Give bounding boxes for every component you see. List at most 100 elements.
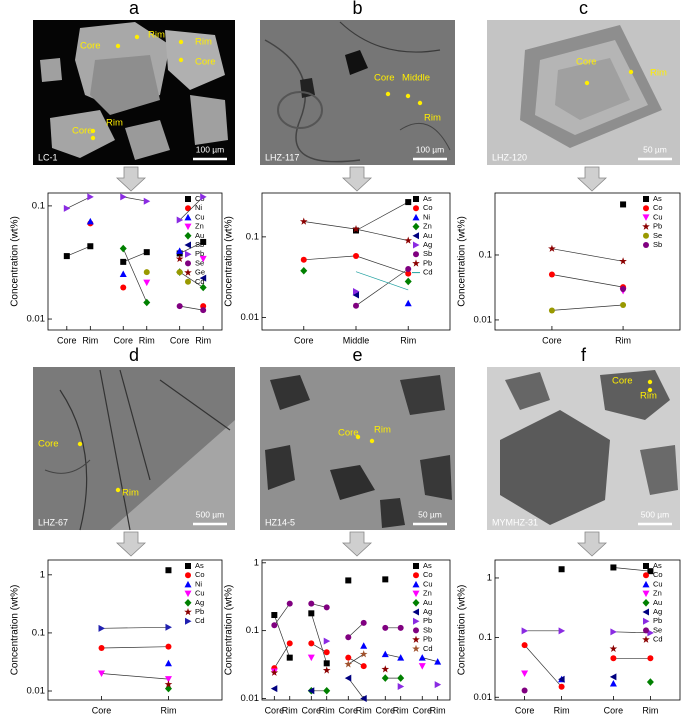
spot-label: Rim — [195, 37, 212, 48]
marker — [63, 204, 71, 212]
marker — [413, 241, 420, 249]
spot-label: Rim — [106, 118, 123, 129]
legend-label: Pb — [653, 222, 662, 231]
marker — [307, 654, 315, 662]
legend-label: Ge — [195, 268, 205, 277]
spot-label: Core — [374, 73, 395, 84]
marker — [271, 622, 278, 629]
marker — [185, 260, 191, 267]
marker — [413, 572, 419, 579]
legend-label: Co — [423, 570, 433, 579]
marker — [642, 635, 650, 643]
legend-label: Se — [195, 258, 204, 267]
marker — [200, 193, 207, 201]
legend-label: Ni — [195, 203, 202, 212]
marker — [176, 216, 184, 224]
marker — [405, 265, 412, 272]
marker — [548, 271, 555, 278]
sample-name: MYMHZ-31 — [492, 517, 538, 527]
y-tick-label: 0.01 — [27, 314, 46, 325]
series-line — [274, 579, 385, 663]
marker — [404, 277, 412, 286]
marker — [184, 232, 192, 240]
y-axis-label: Concentration (wt%) — [457, 585, 468, 676]
legend-label: Cu — [653, 579, 663, 588]
marker — [200, 307, 207, 314]
marker — [143, 279, 151, 287]
legend-label: Ni — [195, 579, 202, 588]
marker — [434, 681, 442, 689]
legend-label: Pb — [423, 635, 432, 644]
series-line — [385, 653, 438, 662]
legend-label: Pb — [423, 616, 432, 625]
marker — [184, 580, 192, 588]
legend-label: Zn — [423, 222, 432, 231]
x-tick-label: Rim — [642, 705, 658, 715]
marker — [418, 663, 426, 670]
x-tick-label: Rim — [319, 705, 335, 715]
x-tick-label: Core — [92, 705, 112, 715]
legend-label: Sb — [653, 240, 662, 249]
sample-name: LHZ-67 — [38, 517, 68, 527]
marker — [642, 608, 649, 616]
y-axis-label: Concentration (wt%) — [10, 216, 21, 307]
marker — [397, 674, 405, 682]
spot-label: Rim — [424, 113, 441, 124]
y-tick-label: 1 — [254, 557, 259, 568]
legend-label: Cd — [195, 277, 205, 286]
spot — [385, 91, 391, 97]
marker — [176, 303, 183, 310]
marker — [359, 650, 368, 658]
marker — [642, 222, 650, 230]
marker — [184, 590, 192, 598]
marker — [120, 284, 127, 291]
marker — [87, 243, 94, 250]
marker — [308, 640, 315, 647]
marker — [185, 617, 192, 625]
marker — [643, 196, 649, 202]
marker — [643, 242, 649, 248]
spot — [178, 39, 184, 45]
series-line — [101, 673, 169, 680]
marker — [397, 654, 405, 661]
y-tick-label: 1 — [40, 569, 45, 580]
marker — [360, 663, 367, 670]
marker — [323, 649, 330, 656]
marker — [412, 644, 420, 653]
spot — [90, 128, 96, 134]
spot-label: Core — [612, 376, 633, 387]
marker — [184, 608, 192, 616]
marker — [610, 655, 617, 662]
x-tick-label: Rim — [430, 705, 446, 715]
marker — [323, 660, 330, 667]
image-f — [487, 367, 680, 530]
series-line — [355, 201, 409, 231]
marker — [413, 205, 419, 212]
marker — [413, 617, 420, 625]
marker — [353, 288, 360, 296]
marker — [345, 577, 352, 584]
y-tick-label: 0.1 — [479, 632, 492, 643]
marker — [521, 642, 528, 649]
marker — [119, 244, 127, 253]
legend-label: Ag — [423, 607, 432, 616]
marker — [165, 643, 172, 650]
legend-label: As — [653, 561, 662, 570]
marker — [643, 232, 649, 239]
spot — [115, 487, 121, 493]
marker — [643, 205, 649, 212]
marker — [620, 301, 627, 308]
plot-frame — [494, 559, 681, 701]
marker — [412, 232, 419, 240]
scale-label: 500 µm — [641, 509, 670, 519]
panel-letter: d — [129, 345, 139, 365]
legend-label: Co — [195, 194, 205, 203]
legend-label: Co — [423, 203, 433, 212]
marker — [300, 266, 308, 275]
marker — [322, 666, 331, 674]
legend-label: Au — [653, 598, 662, 607]
marker — [412, 635, 420, 643]
marker — [353, 302, 359, 309]
marker — [184, 268, 192, 276]
spot-label: Core — [195, 57, 216, 68]
